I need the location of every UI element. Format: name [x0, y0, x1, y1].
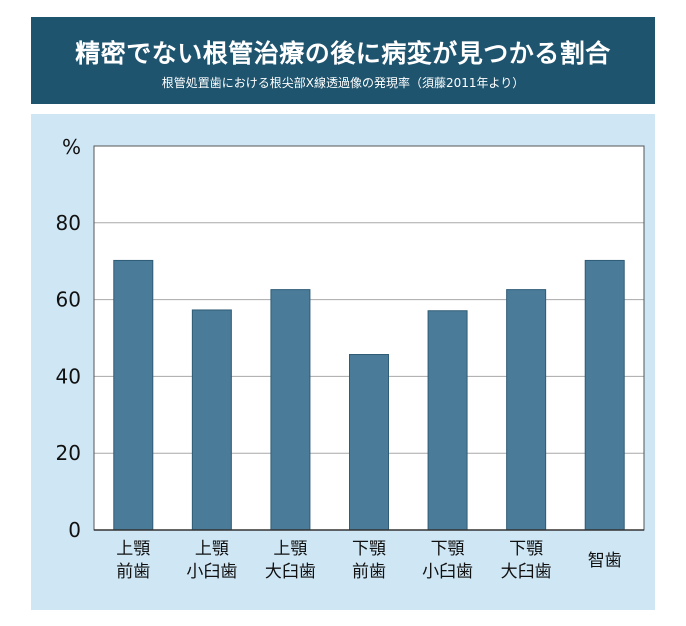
category-label: 上顎	[195, 539, 229, 559]
chart-panel: 0 20 40 60 80% 上顎前歯 上顎小臼歯 上顎大臼歯 下顎前歯 下顎小臼歯 下顎大臼歯 智歯	[31, 114, 655, 610]
bar	[191, 309, 232, 531]
y-tick-label: 60	[56, 288, 81, 312]
title-banner: 精密でない根管治療の後に病変が見つかる割合 根管処置歯における根尖部X線透過像の…	[31, 17, 655, 104]
category-label: 小臼歯	[422, 562, 473, 582]
bar	[270, 289, 311, 531]
y-axis-label: %	[62, 135, 81, 159]
bar	[113, 259, 154, 531]
category-label: 前歯	[116, 562, 150, 582]
y-tick-label: 20	[56, 441, 81, 465]
y-tick-label: 80	[56, 211, 81, 235]
category-label: 上顎	[273, 539, 307, 559]
bar	[584, 259, 625, 531]
category-label: 大臼歯	[501, 562, 552, 582]
category-label: 下顎	[431, 539, 465, 559]
bar	[427, 310, 468, 531]
chart-title: 精密でない根管治療の後に病変が見つかる割合	[75, 39, 611, 68]
chart-subtitle: 根管処置歯における根尖部X線透過像の発現率（須藤2011年より）	[161, 76, 525, 90]
category-label: 大臼歯	[265, 562, 316, 582]
y-tick-label: 40	[56, 364, 81, 388]
y-tick-label: 0	[68, 518, 81, 542]
category-label: 智歯	[588, 551, 622, 571]
bar	[506, 289, 547, 531]
category-label: 上顎	[116, 539, 150, 559]
category-label: 小臼歯	[186, 562, 237, 582]
category-label: 前歯	[352, 562, 386, 582]
category-label: 下顎	[352, 539, 386, 559]
category-label: 下顎	[509, 539, 543, 559]
bar	[349, 354, 389, 531]
